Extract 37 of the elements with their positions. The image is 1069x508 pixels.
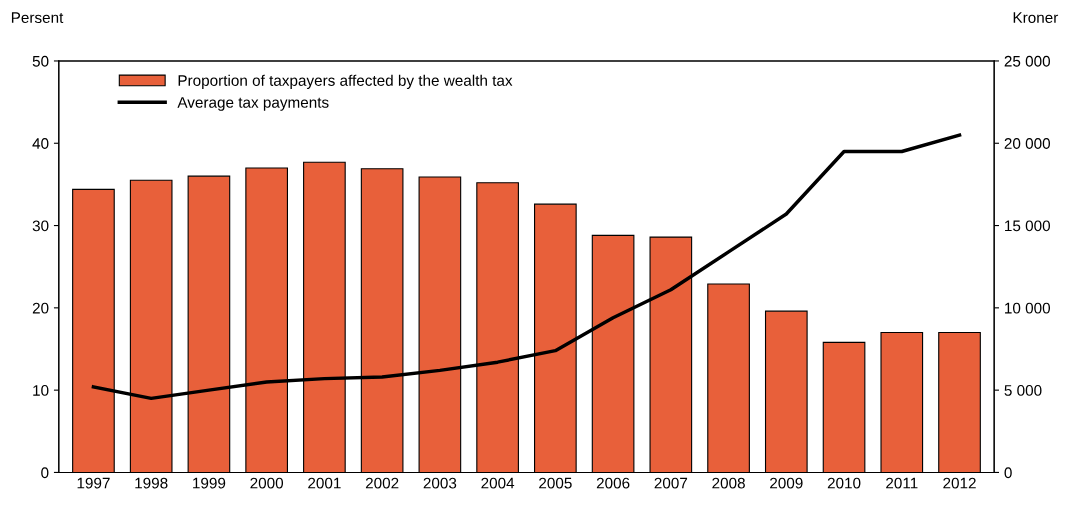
legend-label: Proportion of taxpayers affected by the wealth tax bbox=[178, 74, 513, 89]
y2-tick-label: 0 bbox=[1004, 467, 1012, 479]
legend-label: Average tax payments bbox=[177, 97, 329, 111]
y-tick-label: 20 bbox=[32, 302, 49, 314]
x-tick-label: 2007 bbox=[654, 477, 688, 489]
x-tick-label: 2002 bbox=[365, 477, 399, 489]
x-tick-label: 1998 bbox=[135, 477, 168, 489]
x-tick-label: 2005 bbox=[539, 477, 572, 489]
y-tick-label: 40 bbox=[32, 138, 49, 149]
x-tick-label: 2011 bbox=[886, 477, 918, 489]
bar bbox=[822, 341, 866, 473]
x-tick-label: 2008 bbox=[712, 477, 745, 489]
y-tick-label: 30 bbox=[32, 220, 49, 232]
y-tick-label: 50 bbox=[32, 55, 49, 67]
y2-tick-label: 20 000 bbox=[1004, 138, 1051, 149]
y-tick-label: 10 bbox=[33, 385, 49, 396]
bar bbox=[880, 331, 924, 473]
x-tick-label: 2006 bbox=[596, 477, 630, 489]
x-tick-label: 2012 bbox=[943, 477, 976, 489]
y-axis-title: Persent bbox=[11, 12, 64, 24]
y2-tick-label: 10 000 bbox=[1005, 302, 1051, 314]
x-tick-label: 1997 bbox=[77, 477, 110, 489]
x-tick-label: 1999 bbox=[193, 477, 226, 489]
x-tick-label: 2009 bbox=[770, 477, 803, 489]
x-tick-label: 2000 bbox=[250, 477, 284, 489]
y-tick-label: 0 bbox=[41, 467, 49, 479]
x-tick-label: 2003 bbox=[423, 477, 457, 489]
y2-axis-title: Kroner bbox=[1013, 12, 1059, 24]
x-tick-label: 2004 bbox=[481, 477, 515, 489]
x-tick-label: 2001 bbox=[308, 477, 341, 489]
bar bbox=[764, 310, 808, 473]
bar bbox=[707, 283, 750, 473]
bar bbox=[938, 331, 981, 473]
y2-tick-label: 5 000 bbox=[1004, 385, 1042, 396]
y2-tick-label: 15 000 bbox=[1005, 220, 1051, 232]
y2-tick-label: 25 000 bbox=[1004, 55, 1051, 67]
x-tick-label: 2010 bbox=[827, 477, 861, 489]
